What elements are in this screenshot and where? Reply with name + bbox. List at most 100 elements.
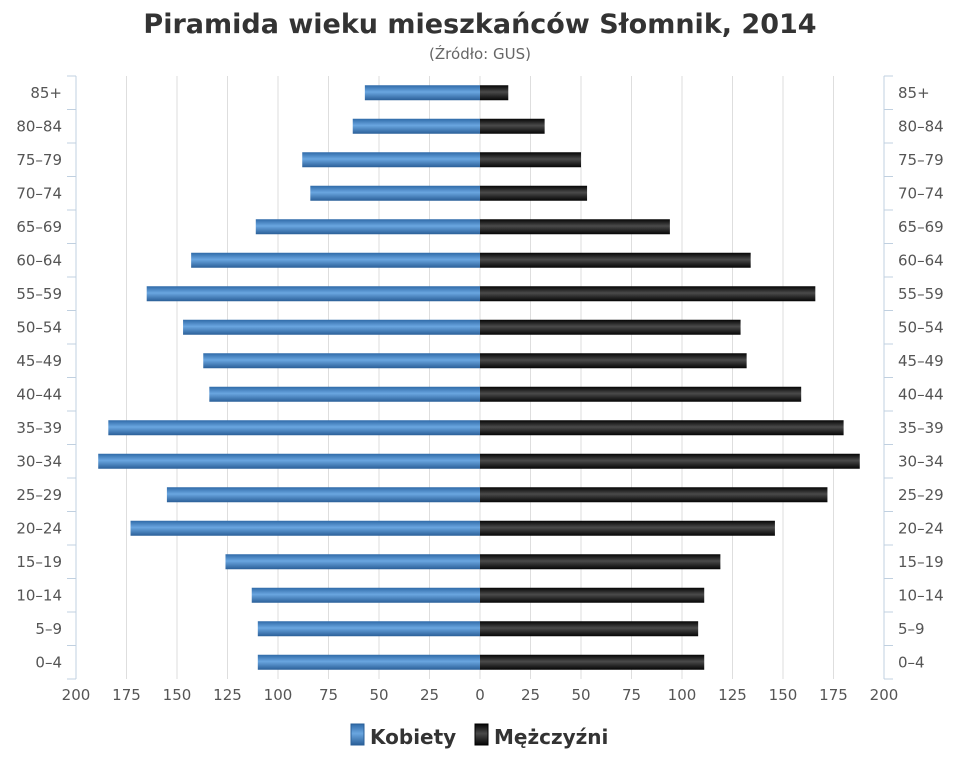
legend-swatch-kobiety: [350, 723, 365, 746]
y-tick-label-right: 80–84: [898, 117, 944, 135]
bar-mezczyzni-60–64[interactable]: [480, 252, 751, 268]
y-tick-label-left: 35–39: [16, 419, 62, 437]
y-tick-label-right: 20–24: [898, 519, 944, 537]
y-tick-label-right: 0–4: [898, 653, 925, 671]
x-tick-label: 0: [475, 686, 485, 704]
bar-kobiety-65–69[interactable]: [255, 219, 480, 235]
bar-mezczyzni-65–69[interactable]: [480, 219, 670, 235]
grid-lines: [126, 76, 834, 679]
x-tick-label: 25: [420, 686, 439, 704]
bar-kobiety-10–14[interactable]: [251, 587, 480, 603]
y-tick-label-left: 65–69: [16, 218, 62, 236]
bar-kobiety-35–39[interactable]: [108, 420, 480, 436]
y-tick-label-right: 55–59: [898, 285, 944, 303]
bar-kobiety-70–74[interactable]: [310, 185, 480, 201]
bar-mezczyzni-45–49[interactable]: [480, 353, 747, 369]
y-tick-label-right: 5–9: [898, 620, 925, 638]
x-tick-label: 175: [112, 686, 141, 704]
bar-kobiety-30–34[interactable]: [98, 453, 480, 469]
x-tick-label: 125: [213, 686, 242, 704]
y-tick-label-right: 50–54: [898, 318, 944, 336]
bar-kobiety-60–64[interactable]: [191, 252, 480, 268]
x-tick-label: 125: [718, 686, 747, 704]
y-tick-label-left: 15–19: [16, 553, 62, 571]
bar-mezczyzni-20–24[interactable]: [480, 520, 775, 536]
bar-kobiety-50–54[interactable]: [183, 319, 480, 335]
y-tick-label-left: 20–24: [16, 519, 62, 537]
x-tick-label: 100: [668, 686, 697, 704]
bar-mezczyzni-85+[interactable]: [480, 85, 509, 101]
x-tick-label: 25: [521, 686, 540, 704]
bar-mezczyzni-75–79[interactable]: [480, 152, 581, 168]
y-tick-label-left: 85+: [30, 84, 62, 102]
bar-mezczyzni-10–14[interactable]: [480, 587, 705, 603]
x-tick-label: 150: [163, 686, 192, 704]
bar-kobiety-80–84[interactable]: [352, 118, 480, 134]
series-kobiety-bars: [98, 85, 481, 670]
chart-title: Piramida wieku mieszkańców Słomnik, 2014: [143, 9, 816, 40]
bar-kobiety-20–24[interactable]: [130, 520, 481, 536]
y-tick-label-left: 80–84: [16, 117, 62, 135]
y-tick-label-left: 25–29: [16, 486, 62, 504]
bar-mezczyzni-70–74[interactable]: [480, 185, 588, 201]
bar-kobiety-25–29[interactable]: [166, 487, 480, 503]
legend: Kobiety Mężczyźni: [350, 723, 608, 749]
bar-mezczyzni-25–29[interactable]: [480, 487, 828, 503]
bar-mezczyzni-55–59[interactable]: [480, 286, 816, 302]
legend-item-mezczyzni[interactable]: Mężczyźni: [474, 723, 608, 749]
x-tick-label: 50: [571, 686, 590, 704]
bar-kobiety-55–59[interactable]: [146, 286, 480, 302]
axes: [67, 75, 893, 680]
x-tick-label: 175: [819, 686, 848, 704]
x-tick-label: 75: [622, 686, 641, 704]
x-tick-label: 75: [319, 686, 338, 704]
legend-item-kobiety[interactable]: Kobiety: [350, 723, 456, 749]
y-tick-label-left: 40–44: [16, 385, 62, 403]
x-tick-label: 200: [870, 686, 899, 704]
bar-kobiety-85+[interactable]: [364, 85, 480, 101]
y-tick-label-left: 45–49: [16, 352, 62, 370]
bar-kobiety-15–19[interactable]: [225, 554, 480, 570]
bar-mezczyzni-80–84[interactable]: [480, 118, 545, 134]
y-tick-label-left: 75–79: [16, 151, 62, 169]
y-tick-label-right: 35–39: [898, 419, 944, 437]
y-tick-label-right: 70–74: [898, 184, 944, 202]
y-tick-label-right: 60–64: [898, 251, 944, 269]
y-tick-label-right: 65–69: [898, 218, 944, 236]
legend-label-kobiety: Kobiety: [370, 725, 456, 749]
y-tick-label-right: 40–44: [898, 385, 944, 403]
series-mezczyzni-bars: [480, 85, 860, 670]
x-tick-label: 150: [769, 686, 798, 704]
bar-mezczyzni-0–4[interactable]: [480, 654, 705, 670]
bar-mezczyzni-35–39[interactable]: [480, 420, 844, 436]
y-tick-label-left: 60–64: [16, 251, 62, 269]
bar-mezczyzni-50–54[interactable]: [480, 319, 741, 335]
y-tick-label-left: 50–54: [16, 318, 62, 336]
x-tick-label: 100: [264, 686, 293, 704]
y-tick-label-left: 10–14: [16, 586, 62, 604]
bar-mezczyzni-5–9[interactable]: [480, 621, 699, 637]
y-tick-label-right: 75–79: [898, 151, 944, 169]
bar-kobiety-75–79[interactable]: [302, 152, 480, 168]
bar-kobiety-5–9[interactable]: [257, 621, 480, 637]
y-tick-label-left: 70–74: [16, 184, 62, 202]
y-tick-label-right: 25–29: [898, 486, 944, 504]
x-tick-label: 50: [369, 686, 388, 704]
legend-label-mezczyzni: Mężczyźni: [494, 725, 608, 749]
bar-kobiety-45–49[interactable]: [203, 353, 480, 369]
bar-mezczyzni-40–44[interactable]: [480, 386, 802, 402]
tick-labels: 200 175 150 125 100 75 50 25 0 25 50 75 100 125 150 175…: [16, 84, 943, 704]
y-tick-label-right: 85+: [898, 84, 930, 102]
bar-kobiety-0–4[interactable]: [257, 654, 480, 670]
bar-mezczyzni-30–34[interactable]: [480, 453, 860, 469]
y-tick-label-right: 30–34: [898, 452, 944, 470]
chart-subtitle: (Źródło: GUS): [429, 44, 531, 63]
y-tick-label-left: 5–9: [35, 620, 62, 638]
bar-mezczyzni-15–19[interactable]: [480, 554, 721, 570]
y-tick-label-right: 15–19: [898, 553, 944, 571]
bar-kobiety-40–44[interactable]: [209, 386, 480, 402]
x-tick-label: 200: [62, 686, 91, 704]
y-tick-label-right: 45–49: [898, 352, 944, 370]
